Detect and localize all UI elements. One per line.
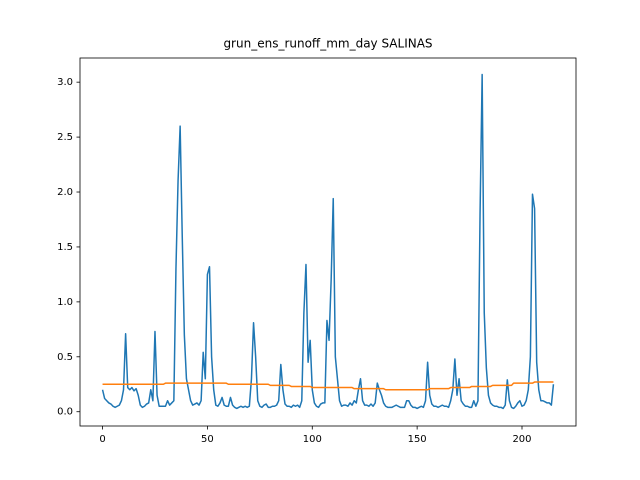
x-tick-label: 150 — [408, 434, 427, 445]
line-series — [102, 381, 554, 391]
y-tick-label: 0.5 — [57, 352, 73, 363]
y-tick-label: 1.0 — [57, 297, 73, 308]
y-tick-label: 2.5 — [57, 132, 73, 143]
chart-title: grun_ens_runoff_mm_day SALINAS — [223, 37, 432, 51]
y-tick-label: 1.5 — [57, 242, 73, 253]
y-tick-label: 2.0 — [57, 187, 73, 198]
plot-frame — [79, 57, 577, 427]
x-tick-label: 0 — [99, 434, 105, 445]
line-series — [101, 73, 555, 410]
y-tick-label: 3.0 — [57, 77, 73, 88]
y-tick-label: 0.0 — [57, 407, 73, 418]
x-tick-label: 100 — [303, 434, 322, 445]
x-tick-label: 50 — [201, 434, 214, 445]
x-tick-label: 200 — [512, 434, 531, 445]
